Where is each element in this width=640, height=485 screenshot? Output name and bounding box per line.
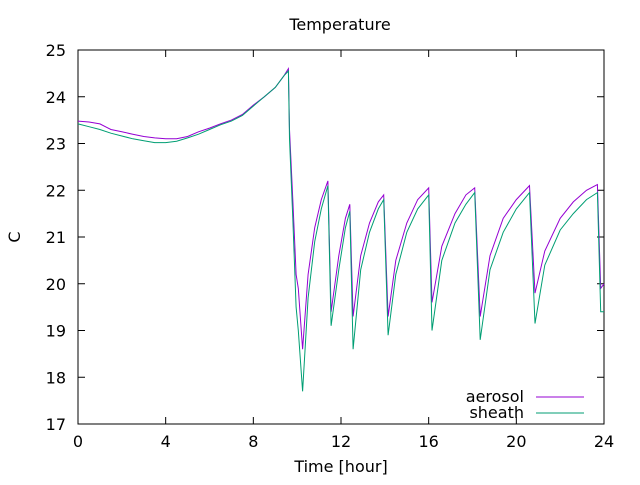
series-layer (77, 67, 605, 392)
chart-title: Temperature (288, 15, 390, 34)
y-tick-label: 25 (46, 41, 66, 60)
y-tick-label: 18 (46, 368, 66, 387)
y-axis-label: C (5, 231, 24, 242)
y-tick-label: 20 (46, 275, 66, 294)
x-tick-label: 0 (73, 432, 83, 451)
x-tick-label: 20 (506, 432, 526, 451)
x-tick-label: 8 (248, 432, 258, 451)
y-tick-label: 19 (46, 322, 66, 341)
axis-ticks: 0 4 8 12 16 20 24 17 18 19 20 21 22 23 24 25 (46, 41, 615, 451)
y-tick-label: 22 (46, 181, 66, 200)
y-tick-label: 17 (46, 415, 66, 434)
legend-label-sheath: sheath (469, 403, 524, 422)
x-tick-label: 12 (331, 432, 351, 451)
plot-frame (77, 49, 605, 425)
y-tick-label: 24 (46, 88, 66, 107)
series-line-aerosol (77, 67, 605, 350)
x-tick-label: 16 (418, 432, 438, 451)
y-tick-label: 23 (46, 135, 66, 154)
x-tick-label: 4 (161, 432, 171, 451)
x-axis-label: Time [hour] (293, 457, 387, 476)
legend-label-aerosol: aerosol (466, 387, 524, 406)
y-tick-label: 21 (46, 228, 66, 247)
series-line-sheath (77, 69, 604, 392)
x-tick-label: 24 (594, 432, 614, 451)
